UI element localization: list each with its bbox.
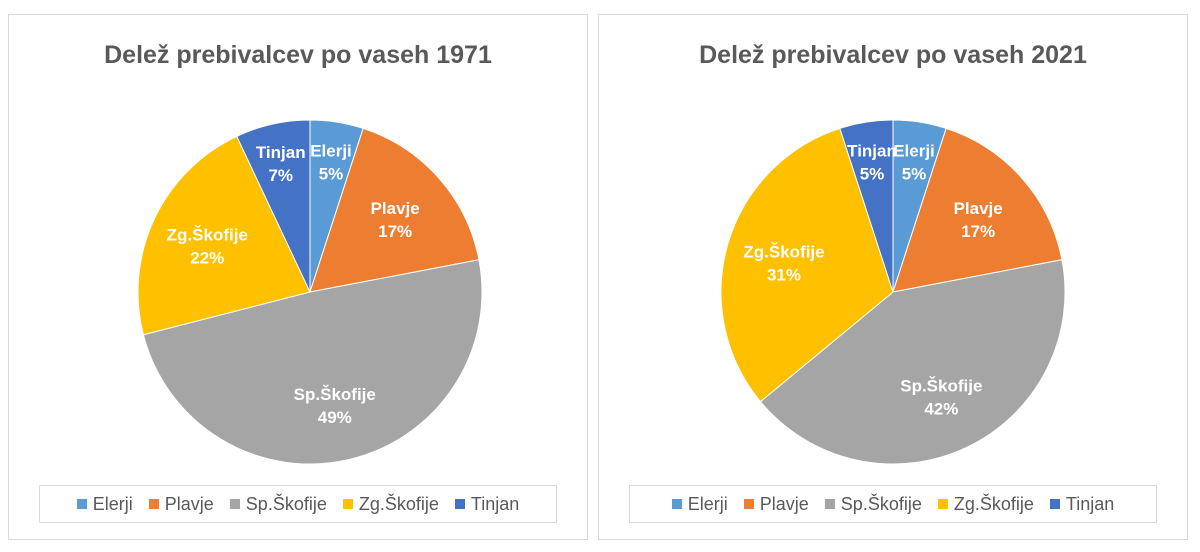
legend: Elerji Plavje Sp.Škofije Zg.Škofije Tinjan [39, 485, 557, 523]
data-label-percent: 7% [268, 166, 293, 185]
data-label-percent: 5% [319, 164, 344, 183]
legend-item-zg-skofije: Zg.Škofije [937, 493, 1034, 515]
legend-swatch [148, 499, 159, 509]
chart-title: Delež prebivalcev po vaseh 2021 [699, 41, 1087, 69]
data-label-category: Zg.Škofije [743, 242, 824, 261]
data-label-category: Sp.Škofije [294, 385, 376, 404]
data-label-category: Tinjan [256, 143, 306, 162]
pie-slice-tinjan [236, 119, 311, 293]
legend-label: Zg.Škofije [358, 493, 439, 514]
pie-slice-plavje [892, 127, 1063, 293]
data-label-category: Sp.Škofije [900, 377, 982, 396]
legend-label: Elerji [92, 493, 133, 514]
data-label-category: Elerji [893, 141, 935, 160]
pie-slice-zg-skofije [137, 135, 311, 336]
legend-label: Plavje [164, 493, 214, 514]
pie-chart-1971: Delež prebivalcev po vaseh 1971 Elerji 5%… [8, 14, 588, 540]
data-label-category: Plavje [954, 199, 1003, 218]
data-label-percent: 17% [961, 222, 995, 241]
data-label-percent: 31% [767, 265, 801, 284]
chart-title: Delež prebivalcev po vaseh 1971 [104, 41, 492, 69]
data-label-percent: 42% [924, 400, 958, 419]
data-label-percent: 49% [318, 408, 352, 427]
legend-swatch [229, 499, 240, 509]
legend-swatch [937, 499, 948, 509]
legend-item-tinjan: Tinjan [1049, 493, 1115, 515]
data-label-category: Tinjan [847, 141, 897, 160]
data-label-category: Plavje [371, 199, 420, 218]
pie-slice-plavje [309, 127, 480, 293]
legend-item-sp-skofije: Sp.Škofije [229, 493, 327, 515]
legend: Elerji Plavje Sp.Škofije Zg.Škofije Tinjan [629, 485, 1157, 523]
legend-item-elerji: Elerji [671, 493, 728, 515]
legend-label: Zg.Škofije [953, 493, 1034, 514]
data-label-percent: 22% [190, 249, 224, 268]
pie-slice-zg-skofije [720, 127, 894, 403]
legend-swatch [1049, 499, 1060, 509]
legend-swatch [76, 499, 87, 509]
legend-swatch [454, 499, 465, 509]
data-label-percent: 5% [860, 164, 885, 183]
legend-item-plavje: Plavje [148, 493, 214, 515]
legend-item-elerji: Elerji [76, 493, 133, 515]
legend-label: Elerji [687, 493, 728, 514]
data-label-category: Elerji [310, 141, 352, 160]
pie-plot: Elerji 5% Plavje 17% Sp.Škofije 42% Zg.Škofije… [720, 119, 1066, 465]
data-label-percent: 17% [378, 222, 412, 241]
legend-label: Sp.Škofije [840, 493, 922, 514]
legend-swatch [342, 499, 353, 509]
legend-swatch [671, 499, 682, 509]
pie-slice-sp-skofije [759, 259, 1066, 465]
data-label-category: Zg.Škofije [167, 226, 248, 245]
legend-item-plavje: Plavje [743, 493, 809, 515]
pie-chart-2021: Delež prebivalcev po vaseh 2021 Elerji 5%… [598, 14, 1188, 540]
legend-label: Tinjan [470, 493, 520, 514]
legend-item-tinjan: Tinjan [454, 493, 520, 515]
pie-slice-sp-skofije [142, 259, 483, 465]
legend-item-zg-skofije: Zg.Škofije [342, 493, 439, 515]
data-label-percent: 5% [902, 164, 927, 183]
legend-swatch [824, 499, 835, 509]
pie-slice-tinjan [839, 119, 894, 293]
legend-label: Tinjan [1065, 493, 1115, 514]
legend-item-sp-skofije: Sp.Škofije [824, 493, 922, 515]
legend-swatch [743, 499, 754, 509]
legend-label: Plavje [759, 493, 809, 514]
pie-plot: Elerji 5% Plavje 17% Sp.Škofije 49% Zg.Škofije… [137, 119, 483, 465]
legend-label: Sp.Škofije [245, 493, 327, 514]
